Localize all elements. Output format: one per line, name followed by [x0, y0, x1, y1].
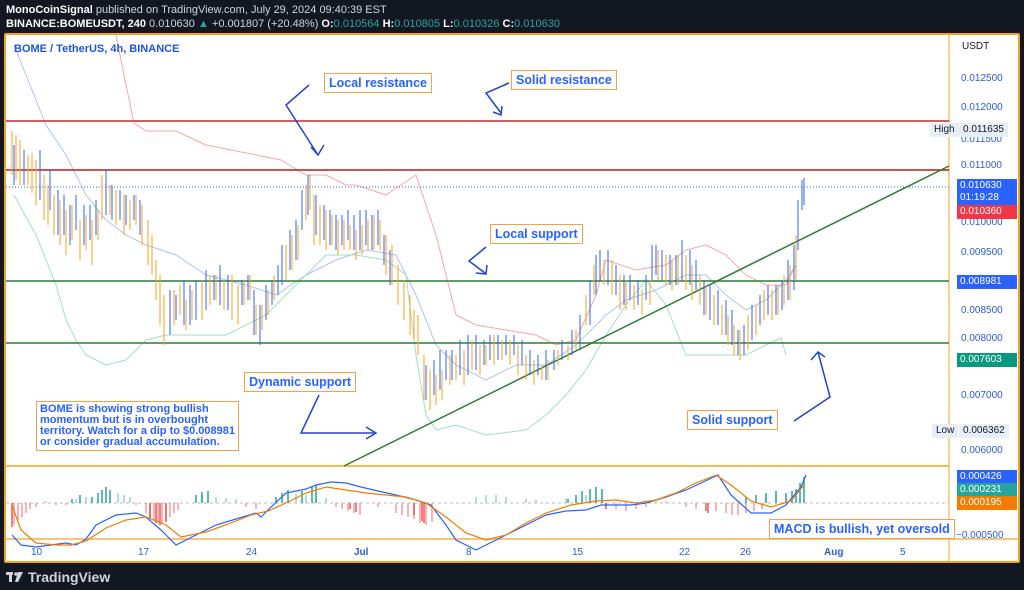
macd-y-tick: −0.000500 [956, 530, 1004, 541]
macd-value-tag: 0.000426 [957, 470, 1017, 484]
footer: TradingView [0, 563, 1024, 590]
x-tick: 15 [572, 547, 584, 558]
publish-info: MonoCoinSignal published on TradingView.… [6, 3, 1018, 17]
currency-label: USDT [962, 41, 990, 52]
chart-panel[interactable]: BOME / TetherUS, 4h, BINANCE USDT 0.0125… [4, 33, 1022, 565]
low-tag-value: 0.006362 [959, 424, 1009, 438]
local-resistance-label[interactable]: Local resistance [324, 73, 432, 93]
macd-signal-line [11, 474, 805, 546]
y-tick: 0.011000 [961, 160, 1002, 171]
dynamic-support-arrow-icon [299, 394, 374, 434]
last-price-value: 0.010630 [960, 180, 1002, 191]
x-tick: 5 [900, 547, 906, 558]
candlesticks [11, 131, 805, 410]
y-tick: 0.012500 [961, 73, 1003, 84]
local-support-arrow-icon [467, 246, 487, 274]
green-price-tag: 0.007603 [957, 353, 1017, 367]
dynamic-support-trendline[interactable] [343, 165, 950, 467]
x-tick: 22 [679, 547, 691, 558]
local-support-label[interactable]: Local support [490, 224, 583, 244]
solid-resistance-label[interactable]: Solid resistance [511, 70, 617, 90]
y-tick: 0.009500 [961, 247, 1003, 258]
high-tag-value: 0.011635 [959, 123, 1008, 137]
chart-canvas[interactable] [6, 35, 1022, 565]
y-tick: 0.006000 [961, 445, 1003, 456]
y-tick: 0.008500 [961, 305, 1003, 316]
signal-value-tag: 0.000195 [957, 496, 1017, 510]
y-tick: 0.010000 [961, 217, 1003, 228]
tradingview-logo-icon [6, 572, 23, 582]
y-tick: 0.012000 [961, 102, 1003, 113]
low-tag-label: Low [932, 424, 959, 438]
x-tick: 8 [466, 547, 472, 558]
y-tick: 0.011500 [961, 134, 1002, 145]
publish-header: MonoCoinSignal published on TradingView.… [0, 0, 1024, 34]
bar-countdown: 01:19:28 [960, 192, 999, 203]
up-arrow-icon: ▲ [197, 18, 209, 30]
published-text: published on TradingView.com, July 29, 2… [95, 4, 387, 16]
x-tick: 24 [246, 547, 258, 558]
tradingview-logo[interactable]: TradingView [6, 569, 110, 585]
bollinger-bands [13, 35, 797, 436]
price-change: +0.001807 (+20.48%) [211, 18, 319, 30]
symbol-name: BINANCE:BOMEUSDT, 240 [6, 18, 146, 30]
macd-note[interactable]: MACD is bullish, yet oversold [769, 519, 955, 539]
symbol-info: BINANCE:BOMEUSDT, 240 0.010630 ▲ +0.0018… [6, 17, 1018, 31]
tradingview-brand: TradingView [28, 569, 111, 585]
open-value: 0.010564 [333, 18, 380, 30]
analysis-note[interactable]: BOME is showing strong bullish momentum … [36, 401, 240, 451]
histogram-value-tag: 0.000231 [957, 483, 1017, 497]
annotation-arrows [285, 82, 831, 440]
last-price: 0.010630 [149, 18, 195, 30]
solid-support-label[interactable]: Solid support [687, 410, 778, 430]
low-label: L: [443, 18, 454, 30]
macd-line [11, 474, 807, 551]
local-support-price-tag: 0.008981 [957, 275, 1017, 289]
dynamic-support-label[interactable]: Dynamic support [244, 372, 357, 392]
last-price-tag: 0.010630 01:19:28 [957, 179, 1017, 205]
open-label: O: [321, 18, 334, 30]
y-tick: 0.007000 [961, 390, 1003, 401]
y-tick: 0.008000 [961, 333, 1003, 344]
close-value: 0.010630 [514, 18, 561, 30]
red-price-tag: 0.010360 [957, 205, 1017, 219]
high-label: H: [382, 18, 395, 30]
low-value: 0.010326 [453, 18, 500, 30]
macd-histogram [11, 477, 805, 527]
author-name[interactable]: MonoCoinSignal [6, 4, 93, 16]
x-tick: Jul [354, 547, 369, 558]
x-tick: 17 [138, 547, 150, 558]
x-tick: 10 [31, 547, 43, 558]
x-tick: 26 [740, 547, 752, 558]
local-resistance-arrow-icon [285, 84, 319, 156]
x-tick: Aug [824, 547, 844, 558]
solid-support-arrow-icon [793, 351, 831, 422]
solid-resistance-arrow-icon [484, 82, 510, 114]
high-tag-label: High [930, 123, 959, 137]
high-value: 0.010805 [394, 18, 441, 30]
chart-title: BOME / TetherUS, 4h, BINANCE [14, 43, 180, 55]
close-label: C: [502, 18, 515, 30]
